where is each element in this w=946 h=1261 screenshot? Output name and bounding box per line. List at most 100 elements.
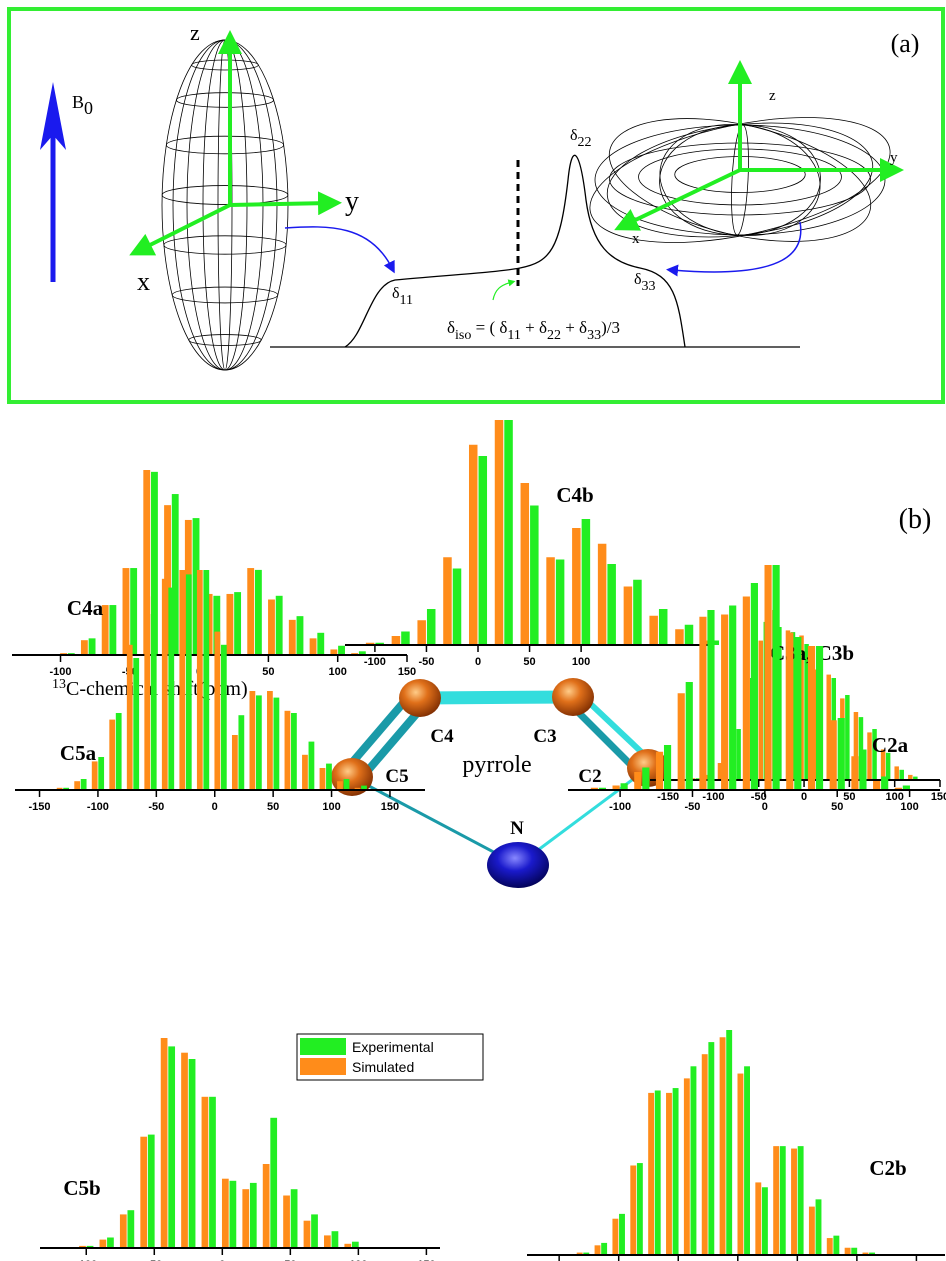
bar xyxy=(699,617,706,790)
bar xyxy=(791,1149,797,1255)
bar xyxy=(140,1137,147,1248)
x-tick-label: 50 xyxy=(831,801,843,813)
bar xyxy=(479,456,488,645)
axis-label: y xyxy=(890,150,898,166)
bar xyxy=(759,641,763,780)
axis-label: x xyxy=(137,267,150,296)
x-tick-label: 50 xyxy=(843,791,855,803)
bar xyxy=(123,568,130,655)
bar xyxy=(707,610,714,790)
bar xyxy=(598,544,607,645)
bar xyxy=(851,756,858,790)
bar xyxy=(656,752,663,790)
bar xyxy=(708,1042,714,1255)
bar xyxy=(686,682,693,790)
bar xyxy=(642,768,649,791)
wire xyxy=(172,287,278,303)
formula-part: 33 xyxy=(587,328,601,343)
powder-spectrum xyxy=(345,155,685,347)
panel-frame xyxy=(9,9,943,402)
chart-title: C2a xyxy=(872,733,909,757)
atom-label: C5 xyxy=(385,766,408,787)
x-tick-label: 150 xyxy=(381,801,399,813)
bar xyxy=(612,1219,618,1255)
bar xyxy=(344,779,350,790)
bar xyxy=(621,783,628,790)
bar xyxy=(127,645,133,790)
bar xyxy=(401,632,410,646)
bar xyxy=(168,1046,175,1248)
x-tick-label: 50 xyxy=(267,801,279,813)
bar xyxy=(255,570,262,655)
iso-formula: δiso = ( δ11 + δ22 + δ33)/3 xyxy=(447,318,620,343)
bar xyxy=(273,698,279,790)
bar xyxy=(285,711,291,790)
b0-label: B0 xyxy=(72,92,93,118)
bar xyxy=(189,1059,196,1248)
bar xyxy=(148,1135,155,1248)
chart-title: C2b xyxy=(869,1156,906,1180)
charts: -100-50050100150C4a13C-chemical shift(pp… xyxy=(12,420,946,1261)
bar xyxy=(291,1189,298,1248)
bar xyxy=(833,1236,839,1255)
bar xyxy=(685,625,694,645)
bar xyxy=(221,645,227,790)
axis-label: x xyxy=(632,231,640,247)
bar xyxy=(851,1248,857,1255)
wire xyxy=(189,335,261,346)
molecule-name: pyrrole xyxy=(462,752,531,778)
bar xyxy=(276,596,283,655)
bar xyxy=(845,695,849,780)
bar xyxy=(417,620,426,645)
atom-label: N xyxy=(510,818,524,839)
bar xyxy=(232,735,238,790)
x-tick-label: -50 xyxy=(685,801,701,813)
bar xyxy=(289,620,296,655)
bar xyxy=(209,1097,216,1248)
bar xyxy=(250,1183,257,1248)
bar xyxy=(556,560,565,646)
bar xyxy=(744,1066,750,1255)
x-tick-label: -100 xyxy=(87,801,109,813)
formula-part: + δ xyxy=(561,318,587,337)
x-tick-label: 150 xyxy=(931,791,946,803)
bar xyxy=(624,587,633,646)
bar xyxy=(773,1146,779,1255)
bar xyxy=(838,718,845,790)
bar xyxy=(521,483,530,645)
wire xyxy=(166,136,283,154)
bar xyxy=(721,615,728,791)
bar xyxy=(309,742,315,790)
bar xyxy=(238,715,244,790)
x-tick-label: -150 xyxy=(657,791,679,803)
bar xyxy=(109,720,115,790)
bar xyxy=(332,1231,339,1248)
wire xyxy=(162,186,288,205)
formula-part: δ xyxy=(447,318,455,337)
bar xyxy=(827,1238,833,1255)
bar xyxy=(249,691,255,790)
bar xyxy=(302,755,308,790)
bar xyxy=(151,614,157,790)
bar xyxy=(773,565,780,790)
bar xyxy=(162,579,168,790)
legend-label: Simulated xyxy=(352,1059,414,1075)
bar xyxy=(764,565,771,790)
bar xyxy=(234,592,241,655)
bar xyxy=(743,597,750,791)
arrow-left xyxy=(285,227,392,268)
bar xyxy=(530,506,539,646)
bar xyxy=(899,770,903,780)
bar xyxy=(830,720,837,790)
bar xyxy=(809,1207,815,1255)
bar xyxy=(230,1181,237,1248)
bar xyxy=(737,1074,743,1255)
x-tick-label: -100 xyxy=(609,801,631,813)
bar xyxy=(304,1221,311,1248)
formula-part: iso xyxy=(455,328,471,343)
bar xyxy=(443,557,452,645)
bar xyxy=(595,1245,601,1255)
bar xyxy=(120,1214,127,1248)
x-tick-label: 100 xyxy=(900,801,918,813)
bar xyxy=(326,764,332,790)
